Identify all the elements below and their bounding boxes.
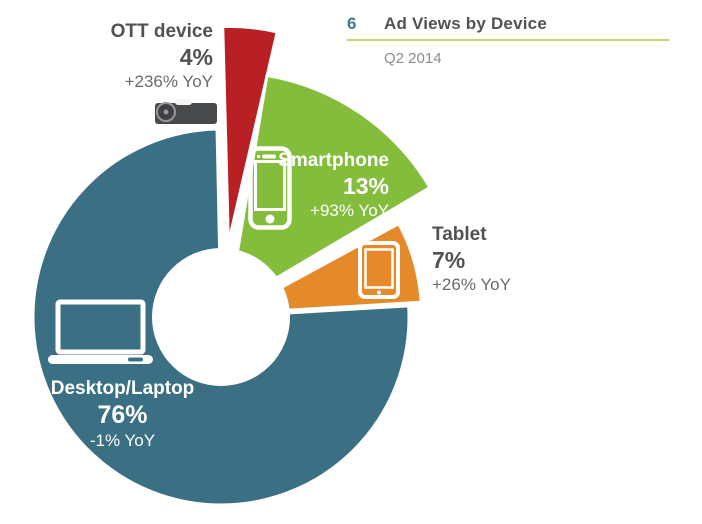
slice-value: 13% bbox=[342, 173, 389, 199]
label-desktop-laptop: Desktop/Laptop 76% -1% YoY bbox=[35, 377, 210, 451]
tablet-icon bbox=[358, 241, 400, 299]
slice-label: Tablet bbox=[432, 224, 487, 245]
slice-yoy: +93% YoY bbox=[310, 201, 389, 220]
slice-value: 7% bbox=[432, 247, 466, 273]
chart-title: Ad Views by Device bbox=[384, 14, 547, 33]
donut-hole bbox=[152, 248, 290, 386]
chart-subtitle: Q2 2014 bbox=[384, 50, 442, 67]
label-tablet: Tablet 7% +26% YoY bbox=[432, 223, 511, 295]
slice-yoy: +26% YoY bbox=[432, 275, 511, 294]
ott-set-top-box-icon bbox=[155, 99, 217, 124]
slice-yoy: +236% YoY bbox=[124, 72, 213, 91]
slice-yoy: -1% YoY bbox=[89, 431, 156, 450]
smartphone-icon bbox=[248, 146, 292, 230]
slice-ott-device bbox=[221, 24, 279, 245]
figure-number: 6 bbox=[347, 14, 357, 33]
label-smartphone: Smartphone 13% +93% YoY bbox=[278, 149, 389, 221]
slice-smartphone bbox=[226, 74, 432, 308]
slice-label: Desktop/Laptop bbox=[50, 378, 195, 399]
slice-value: 4% bbox=[179, 44, 213, 70]
laptop-icon bbox=[48, 299, 153, 364]
slice-value: 76% bbox=[97, 401, 148, 429]
slice-label: Smartphone bbox=[278, 150, 389, 171]
header-underline bbox=[347, 39, 669, 41]
label-ott-device: OTT device 4% +236% YoY bbox=[111, 20, 213, 92]
chart-header: 6 Ad Views by Device Q2 2014 bbox=[347, 14, 669, 67]
slice-label: OTT device bbox=[110, 21, 213, 42]
